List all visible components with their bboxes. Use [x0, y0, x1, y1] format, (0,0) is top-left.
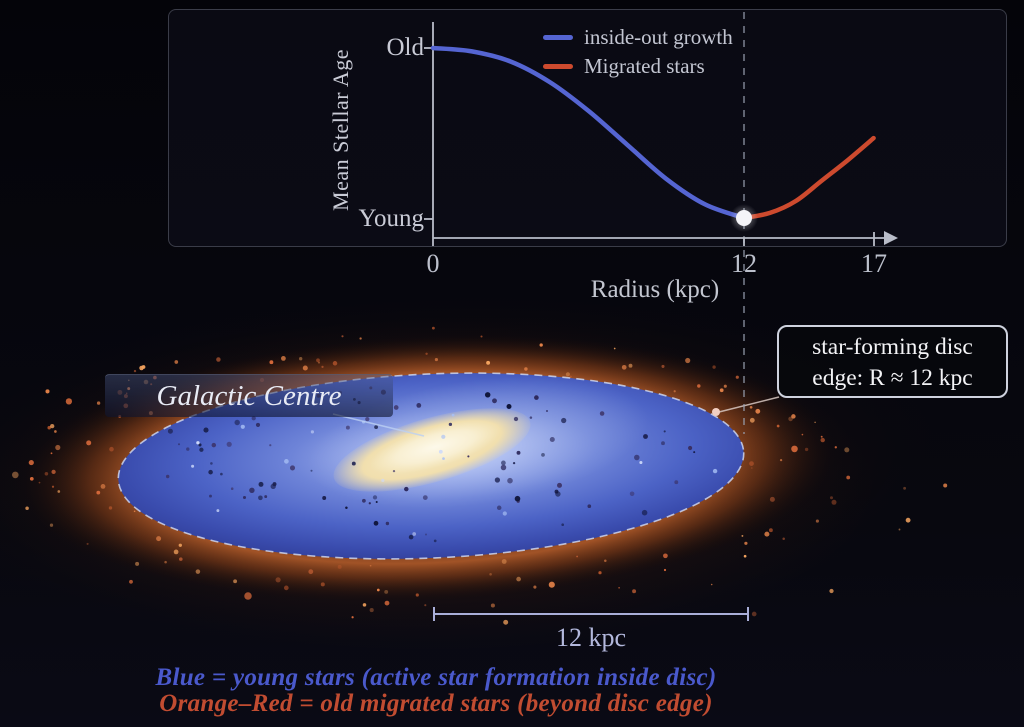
scale-bar — [433, 607, 749, 621]
x-tick-12: 12 — [731, 249, 757, 278]
y-axis-label: Mean Stellar Age — [328, 49, 353, 211]
chart-panel — [168, 9, 1007, 247]
curve-minimum-dot — [736, 210, 752, 226]
chart-legend: inside-out growth Migrated stars — [543, 23, 733, 81]
colour-key: Blue = young stars (active star formatio… — [0, 665, 872, 716]
colour-key-blue: Blue = young stars (active star formatio… — [155, 664, 717, 691]
galactic-centre-text: Galactic Centre — [156, 380, 342, 412]
disc-edge-dot — [712, 408, 720, 416]
x-axis-label: Radius (kpc) — [590, 276, 720, 303]
callout-text-line2: edge: R ≈ 12 kpc — [812, 365, 973, 391]
callout-text-line1: star-forming disc — [812, 334, 973, 360]
colour-key-orange: Orange–Red = old migrated stars (beyond … — [159, 689, 713, 717]
callout-leader-line — [718, 396, 780, 413]
legend-label-inside-out: inside-out growth — [584, 25, 733, 49]
chart-curves — [430, 45, 876, 221]
galactic-bar — [333, 408, 531, 492]
x-tick-0: 0 — [426, 249, 440, 278]
galactic-centre-label: Galactic Centre — [105, 374, 393, 417]
scale-bar-label: 12 kpc — [555, 623, 627, 652]
x-tick-17: 17 — [861, 249, 887, 278]
y-tick-old: Old — [386, 34, 425, 61]
legend-label-migrated: Migrated stars — [584, 54, 705, 78]
bright-star-specks — [191, 413, 718, 536]
x-axis-arrowhead — [884, 231, 898, 245]
y-tick-young: Young — [358, 205, 424, 232]
legend-item-inside-out: inside-out growth — [543, 23, 733, 52]
legend-swatch-red — [543, 64, 573, 69]
galactic-centre-leader-line — [332, 413, 425, 437]
legend-item-migrated: Migrated stars — [543, 52, 733, 81]
legend-swatch-blue — [543, 35, 573, 40]
disc-edge-callout: star-forming disc edge: R ≈ 12 kpc — [777, 325, 1008, 398]
